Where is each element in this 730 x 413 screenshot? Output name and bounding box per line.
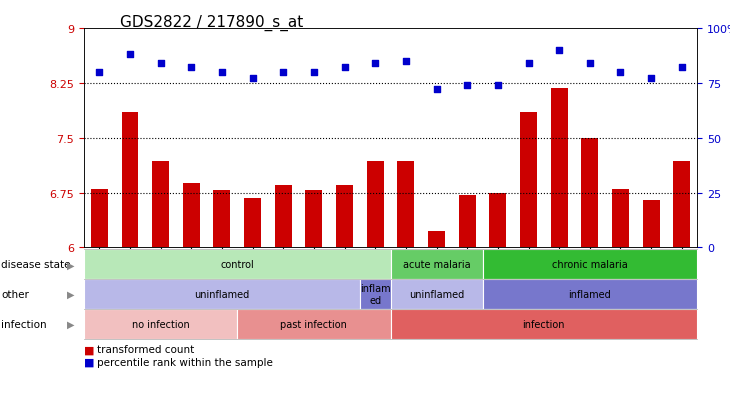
Text: infection: infection (523, 319, 565, 329)
Bar (550, 89, 568, 248)
Text: acute malaria: acute malaria (403, 260, 470, 270)
Point (431, 87, 442, 93)
Point (124, 52, 136, 59)
Text: uninflamed: uninflamed (409, 290, 464, 299)
Bar (520, 113, 537, 248)
Text: chronic malaria: chronic malaria (552, 260, 628, 270)
Bar (121, 113, 139, 248)
Text: inflamed: inflamed (569, 290, 611, 299)
Bar (366, 162, 384, 248)
Point (247, 76, 258, 83)
Point (461, 83, 473, 89)
Point (155, 61, 166, 67)
Point (676, 65, 688, 71)
Text: GDS2822 / 217890_s_at: GDS2822 / 217890_s_at (120, 14, 304, 31)
Text: other: other (1, 290, 29, 299)
Bar (581, 138, 599, 248)
Point (369, 61, 381, 67)
Bar (397, 162, 415, 248)
Point (523, 61, 534, 67)
Bar (91, 190, 108, 248)
Bar (673, 162, 691, 248)
Text: inflam
ed: inflam ed (360, 284, 391, 305)
Text: transformed count: transformed count (97, 344, 194, 354)
Bar (336, 186, 353, 248)
Point (277, 69, 289, 76)
Text: ▶: ▶ (67, 260, 74, 270)
Text: uninflamed: uninflamed (194, 290, 250, 299)
Point (216, 69, 228, 76)
Point (492, 83, 504, 89)
Text: ■: ■ (84, 357, 94, 367)
Text: infection: infection (1, 319, 47, 329)
Bar (489, 193, 507, 248)
Bar (182, 184, 200, 248)
Point (308, 69, 320, 76)
Bar (152, 162, 169, 248)
Bar (274, 186, 292, 248)
Text: ▶: ▶ (67, 290, 74, 299)
Bar (305, 191, 323, 248)
Bar (213, 191, 231, 248)
Point (584, 61, 596, 67)
Point (400, 58, 412, 65)
Bar (428, 232, 445, 248)
Point (553, 47, 565, 54)
Text: ▶: ▶ (67, 319, 74, 329)
Point (645, 76, 657, 83)
Text: past infection: past infection (280, 319, 347, 329)
Bar (642, 200, 660, 248)
Point (185, 65, 197, 71)
Text: percentile rank within the sample: percentile rank within the sample (97, 357, 273, 367)
Point (615, 69, 626, 76)
Point (339, 65, 350, 71)
Text: control: control (220, 260, 254, 270)
Bar (612, 190, 629, 248)
Text: disease state: disease state (1, 260, 71, 270)
Text: no infection: no infection (131, 319, 190, 329)
Point (93, 69, 105, 76)
Text: ■: ■ (84, 344, 94, 354)
Bar (458, 195, 476, 248)
Bar (244, 198, 261, 248)
